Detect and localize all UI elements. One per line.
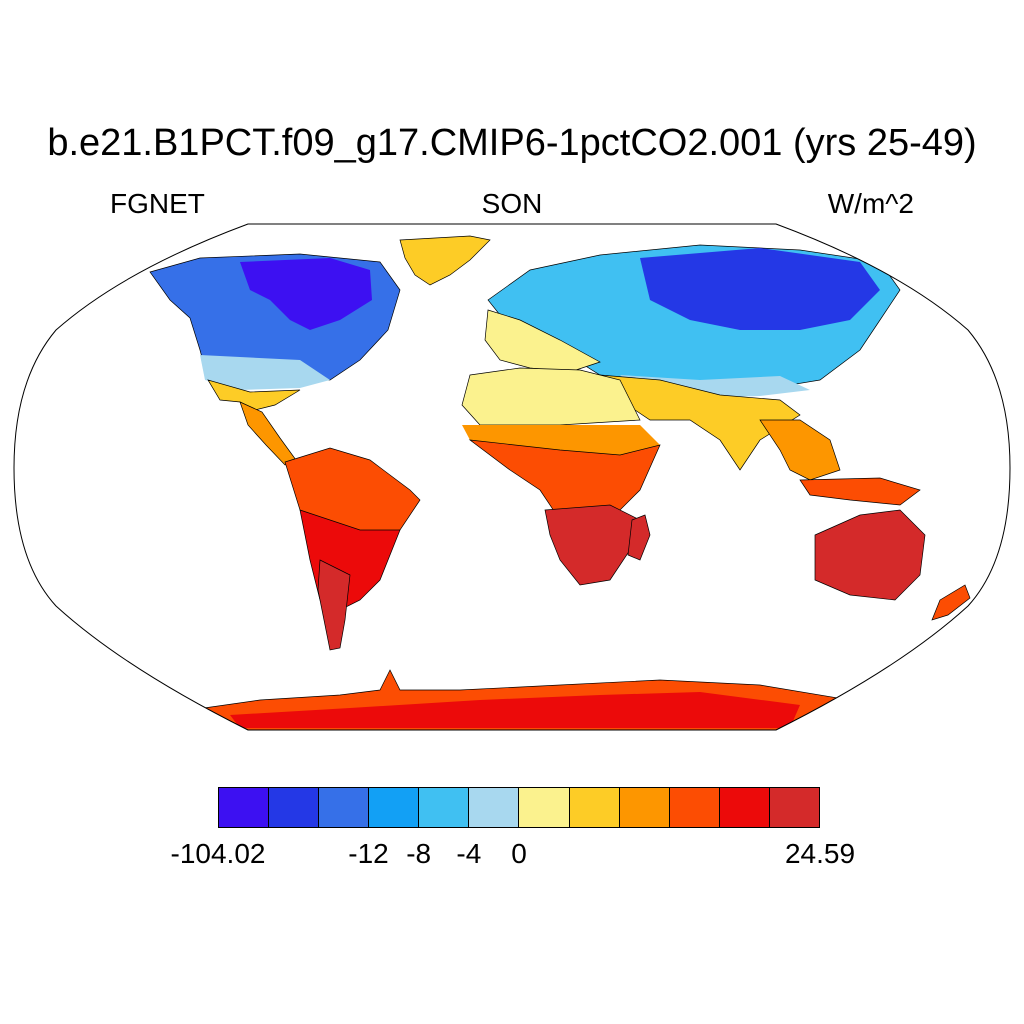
middle-east-india bbox=[599, 374, 801, 471]
colorbar-box-8 bbox=[618, 787, 670, 828]
colorbar-tick-label: -12 bbox=[348, 838, 389, 869]
colorbar-box-1 bbox=[268, 787, 320, 828]
colorbar-tick-label: 0 bbox=[511, 838, 527, 869]
siberia-deep-cold bbox=[640, 248, 880, 330]
us-warm-band bbox=[200, 355, 330, 390]
colorbar-box-9 bbox=[668, 787, 720, 828]
us-south-warm bbox=[207, 379, 301, 411]
variable-label: FGNET bbox=[110, 188, 205, 219]
southeast-asia bbox=[759, 419, 841, 481]
colorbar-box-4 bbox=[418, 787, 470, 828]
colorbar-box-7 bbox=[568, 787, 620, 828]
colorbar-tick-label: -104.02 bbox=[170, 838, 266, 869]
new-zealand bbox=[931, 584, 971, 621]
africa-central bbox=[468, 439, 661, 521]
colorbar-box-6 bbox=[518, 787, 570, 828]
africa-north bbox=[461, 367, 641, 426]
colorbar-tick-label: 24.59 bbox=[784, 838, 856, 869]
season-label: SON bbox=[481, 188, 543, 219]
colorbar-tick-label: -4 bbox=[456, 838, 482, 869]
plot-title: b.e21.B1PCT.f09_g17.CMIP6-1pctCO2.001 (y… bbox=[47, 122, 977, 164]
greenland bbox=[399, 235, 491, 286]
africa-south bbox=[544, 504, 641, 586]
colorbar-box-11 bbox=[768, 787, 820, 828]
colorbar-box-5 bbox=[468, 787, 520, 828]
colorbar-box-2 bbox=[318, 787, 370, 828]
patagonia bbox=[317, 559, 351, 651]
madagascar bbox=[627, 514, 651, 561]
indonesia bbox=[799, 477, 921, 506]
colorbar-box-10 bbox=[718, 787, 770, 828]
colorbar-box-0 bbox=[218, 787, 270, 828]
canada-deep-cold bbox=[240, 258, 372, 330]
colorbar-tick-label: -8 bbox=[406, 838, 432, 869]
units-label: W/m^2 bbox=[827, 188, 914, 219]
colorbar bbox=[218, 787, 820, 828]
colorbar-box-3 bbox=[368, 787, 420, 828]
australia bbox=[814, 509, 926, 601]
map-boundary bbox=[13, 223, 1011, 731]
central-america bbox=[239, 401, 297, 466]
antarctica-interior bbox=[230, 692, 800, 728]
